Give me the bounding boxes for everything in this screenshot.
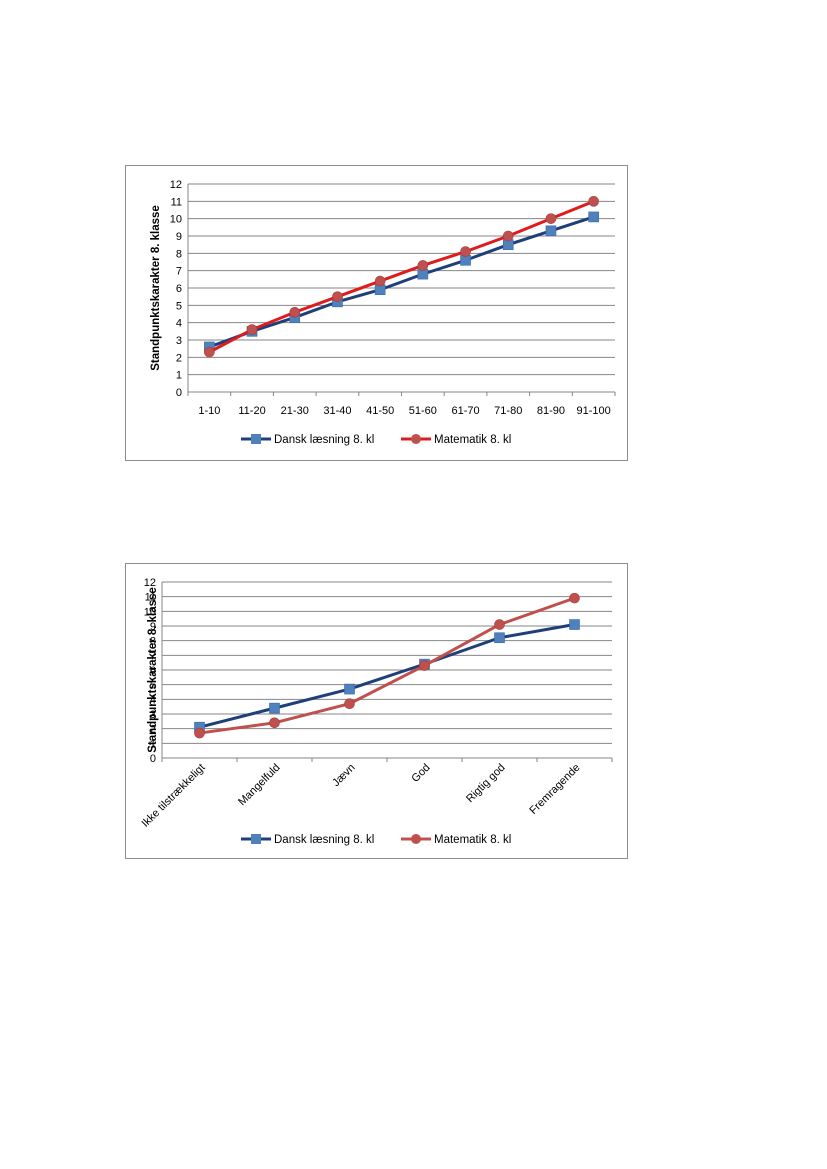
- y-tick-label: 1: [176, 370, 182, 382]
- y-tick-label: 2: [176, 352, 182, 364]
- y-axis-title: Standpunktskarakter 8. klasse: [147, 587, 159, 753]
- data-point-circle: [569, 592, 580, 604]
- y-tick-label: 9: [176, 231, 182, 243]
- legend-marker-square: [251, 434, 261, 444]
- y-tick-label: 5: [176, 300, 182, 312]
- data-point-circle: [194, 727, 205, 739]
- y-tick-label: 0: [150, 753, 156, 765]
- y-tick-label: 8: [150, 636, 156, 648]
- series-line-0: [208, 215, 595, 349]
- x-tick-label: 11-20: [238, 405, 265, 417]
- series-line-0: [199, 623, 575, 729]
- data-point-square: [344, 683, 355, 695]
- x-tick-label: 71-80: [494, 405, 522, 417]
- chart-percentile: 0 1 2 3 4 5 6 7 8 9 10 11 12 1-10 11-20 21-30 31-40 41-50…: [125, 165, 628, 461]
- legend-marker-square: [251, 834, 261, 844]
- y-tick-label: 7: [150, 650, 156, 662]
- x-tick-label: 41-50: [366, 405, 394, 417]
- series-line-1: [208, 199, 595, 354]
- y-axis-title: Standpunktskarakter 8. klasse: [150, 205, 162, 371]
- x-tick-label: 21-30: [281, 405, 309, 417]
- data-point-circle: [374, 275, 386, 287]
- y-tick-label: 3: [150, 709, 156, 721]
- y-tick-label: 8: [176, 248, 182, 260]
- data-point-circle: [344, 698, 355, 710]
- x-tick-label: 61-70: [451, 405, 479, 417]
- legend-label: Dansk læsning 8. kl: [274, 434, 374, 446]
- series-line-1: [199, 596, 575, 735]
- x-tick-label: 1-10: [198, 405, 220, 417]
- data-point-circle: [269, 717, 280, 729]
- y-tick-label: 9: [150, 621, 156, 633]
- data-point-circle: [588, 196, 599, 207]
- data-point-circle: [204, 346, 215, 358]
- chart-grade-level: 0 1 2 3 4 5 6 7 8 9 10 11 12 Ikke tilstrækkeligt Mange…: [125, 563, 628, 859]
- data-point-circle: [289, 306, 301, 318]
- x-tick-label: Fremragende: [527, 762, 582, 817]
- data-point-square: [588, 211, 599, 223]
- y-tick-label: 4: [176, 318, 182, 330]
- y-tick-label: 2: [150, 724, 156, 736]
- data-point-circle: [419, 660, 430, 671]
- x-tick-label: Mangelfuld: [236, 762, 283, 809]
- data-point-circle: [494, 619, 505, 630]
- x-tick-label: Rigtig god: [464, 762, 508, 806]
- y-tick-label: 11: [171, 196, 182, 208]
- data-point-circle: [332, 291, 343, 302]
- x-tick-label: Ikke tilstrækkeligt: [139, 762, 207, 830]
- x-tick-label: 81-90: [537, 405, 565, 417]
- y-tick-label: 11: [145, 592, 156, 604]
- legend-label: Matematik 8. kl: [434, 434, 511, 446]
- y-tick-label: 12: [170, 179, 182, 191]
- y-tick-label: 4: [150, 694, 156, 706]
- data-point-square: [269, 702, 280, 714]
- x-tick-label: 31-40: [323, 405, 351, 417]
- data-point-circle: [545, 213, 557, 224]
- y-tick-label: 6: [176, 283, 182, 295]
- y-tick-label: 10: [170, 214, 182, 226]
- y-tick-label: 7: [176, 266, 182, 278]
- x-tick-label: 91-100: [577, 405, 611, 417]
- legend-marker-circle: [411, 434, 421, 444]
- x-tick-label: 51-60: [409, 405, 437, 417]
- data-point-circle: [502, 230, 514, 242]
- data-point-circle: [417, 260, 429, 271]
- legend-label: Dansk læsning 8. kl: [274, 834, 374, 846]
- legend-label: Matematik 8. kl: [434, 834, 511, 846]
- y-tick-label: 1: [150, 738, 156, 750]
- legend-marker-circle: [411, 834, 421, 844]
- y-tick-label: 6: [150, 665, 156, 677]
- y-tick-label: 5: [150, 680, 156, 692]
- y-tick-label: 12: [144, 577, 156, 589]
- data-point-square: [494, 632, 505, 644]
- x-tick-label: God: [409, 762, 432, 785]
- data-point-square: [545, 225, 557, 237]
- y-tick-label: 10: [144, 606, 156, 618]
- data-point-circle: [460, 246, 471, 257]
- data-point-circle: [246, 324, 258, 335]
- data-point-square: [569, 619, 580, 630]
- x-tick-label: Jævn: [330, 762, 358, 790]
- y-tick-label: 3: [176, 335, 182, 347]
- y-tick-label: 0: [176, 387, 182, 399]
